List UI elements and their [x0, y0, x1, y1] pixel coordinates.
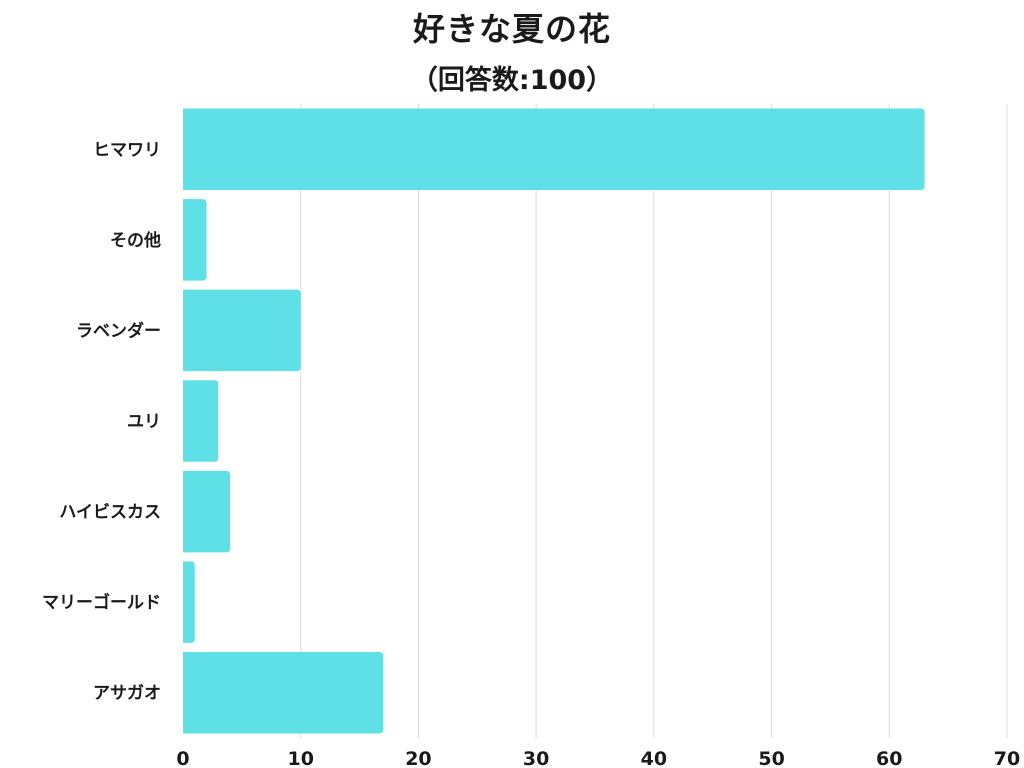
grid-lines [300, 104, 1008, 738]
x-tick-label: 70 [994, 748, 1020, 768]
category-label: アサガオ [93, 684, 161, 704]
bar [183, 380, 219, 462]
x-tick-label: 40 [641, 748, 667, 768]
bar [183, 651, 384, 734]
x-tick-label: 0 [176, 748, 189, 768]
x-tick-label: 20 [405, 748, 431, 768]
x-tick-label: 10 [287, 748, 313, 768]
bar [183, 108, 925, 191]
x-tick-label: 50 [758, 748, 784, 768]
category-label: マリーゴールド [42, 592, 161, 613]
bar [183, 561, 195, 643]
category-label: ハイビスカス [59, 503, 161, 523]
category-label: その他 [110, 230, 161, 251]
bars [183, 108, 925, 734]
category-label: ラベンダー [76, 320, 161, 341]
category-label: ユリ [127, 412, 161, 432]
x-tick-label: 30 [523, 748, 549, 768]
bar [183, 199, 207, 281]
chart-title: 好きな夏の花 [412, 10, 611, 48]
bar [183, 470, 231, 553]
x-tick-label: 60 [876, 748, 902, 768]
x-tick-labels: 0 10 20 30 40 50 60 70 [176, 748, 1020, 768]
chart-subtitle: （回答数:100） [410, 65, 614, 96]
category-label: ヒマワリ [93, 140, 161, 160]
bar [183, 289, 301, 372]
